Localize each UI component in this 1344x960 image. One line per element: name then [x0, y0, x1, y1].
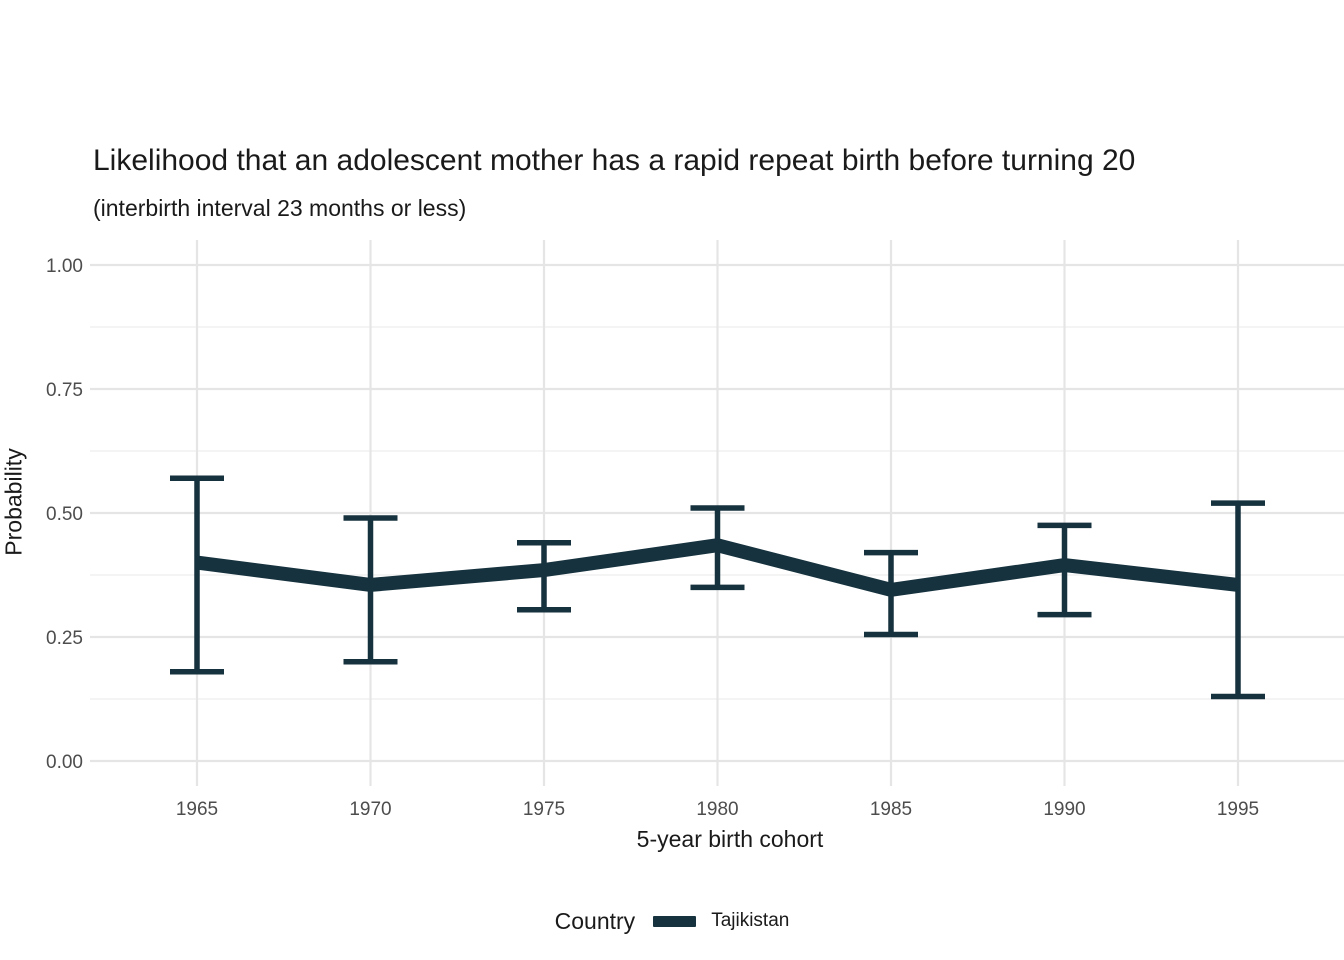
legend-title: Country	[554, 907, 636, 934]
x-tick-label: 1970	[349, 799, 391, 820]
y-tick-label: 0.50	[46, 504, 83, 525]
page-title: Likelihood that an adolescent mother has…	[93, 144, 1136, 177]
error-bar	[170, 475, 224, 675]
x-tick-label: 1975	[523, 799, 565, 820]
y-tick-label: 1.00	[46, 256, 83, 277]
error-bar	[1211, 500, 1265, 700]
x-tick-label: 1995	[1217, 799, 1259, 820]
x-tick-label: 1990	[1043, 799, 1085, 820]
trend-line	[196, 538, 1239, 597]
y-tick-label: 0.75	[46, 380, 83, 401]
x-tick-label: 1980	[696, 799, 738, 820]
page-subtitle: (interbirth interval 23 months or less)	[93, 195, 467, 221]
legend-key-line-icon	[653, 915, 697, 927]
y-tick-label: 0.00	[46, 752, 83, 773]
x-axis-title: 5-year birth cohort	[636, 826, 824, 852]
legend-item-label: Tajikistan	[711, 910, 790, 931]
x-tick-label: 1985	[870, 799, 912, 820]
y-tick-label: 0.25	[46, 628, 83, 649]
y-axis-title: Probability	[0, 448, 27, 556]
legend: Country Tajikistan	[0, 903, 1344, 939]
x-tick-label: 1965	[176, 799, 218, 820]
